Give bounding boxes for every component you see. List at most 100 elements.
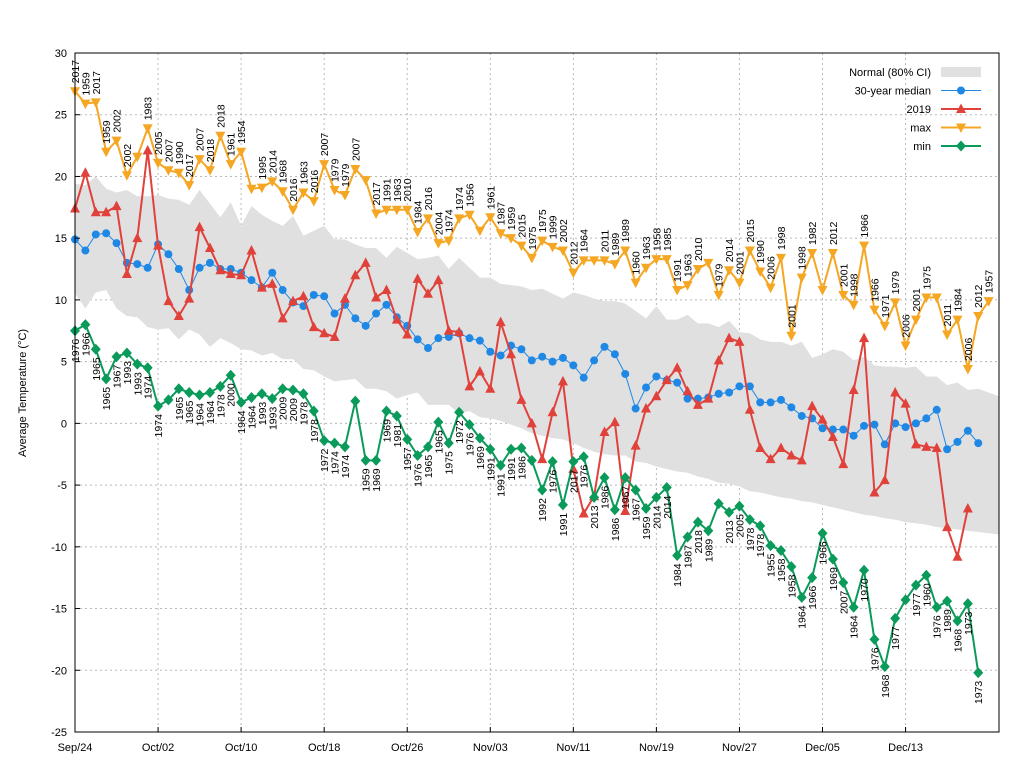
median-point	[839, 425, 848, 434]
min-point	[308, 405, 319, 417]
series-min	[70, 319, 984, 679]
y2019-point	[319, 327, 330, 338]
min-point	[298, 388, 309, 400]
max-year-label: 2015	[745, 219, 757, 243]
median-point	[423, 344, 432, 353]
max-point	[90, 98, 101, 108]
max-point	[910, 315, 921, 326]
max-point	[620, 246, 631, 257]
max-point	[526, 253, 537, 264]
min-year-label: 1959	[641, 516, 653, 540]
min-point	[807, 572, 818, 584]
median-point	[268, 268, 277, 277]
y2019-point	[163, 295, 174, 306]
median-point	[320, 292, 329, 301]
min-point	[724, 506, 735, 518]
y2019-point	[246, 245, 257, 255]
legend: Normal (80% CI) 30-year median 2019 max min	[849, 67, 981, 153]
min-year-label: 1968	[952, 629, 964, 653]
median-point	[195, 263, 204, 272]
y2019-point	[557, 375, 568, 386]
y-axis-label: Average Temperature (°C)	[17, 329, 29, 457]
min-point	[609, 504, 620, 516]
max-point	[225, 160, 236, 170]
y2019-point	[724, 332, 735, 343]
max-point	[869, 305, 880, 316]
min-year-label: 1958	[776, 558, 788, 582]
y2019-point	[90, 206, 101, 217]
y2019-point	[288, 295, 299, 306]
max-point	[713, 290, 724, 301]
max-year-label: 2017	[70, 60, 82, 84]
min-year-label: 1986	[610, 518, 622, 542]
y2019-point	[910, 438, 921, 449]
max-year-label: 1998	[797, 246, 809, 270]
max-point	[547, 242, 558, 253]
max-point	[485, 213, 496, 223]
y2019-point	[879, 474, 890, 485]
min-point	[672, 549, 683, 561]
y2019-point	[443, 325, 454, 335]
min-year-label: 1978	[745, 527, 757, 551]
y-tick-label: 25	[55, 110, 67, 122]
y2019-point	[464, 380, 475, 391]
y2019-point	[194, 221, 205, 232]
y2019-point	[807, 400, 818, 411]
max-point	[599, 256, 610, 266]
y2019-point	[682, 385, 693, 396]
median-point	[600, 342, 609, 351]
max-year-label: 2006	[766, 256, 778, 280]
min-point	[360, 454, 371, 466]
max-point	[962, 365, 973, 375]
median-point	[133, 260, 142, 269]
min-point	[236, 396, 247, 408]
min-point	[350, 395, 361, 407]
min-year-label: 1964	[236, 410, 248, 434]
min-point	[641, 503, 652, 515]
min-year-label: 1991	[506, 457, 518, 481]
y2019-point	[859, 332, 870, 343]
max-year-label: 1959	[101, 120, 113, 144]
min-point	[526, 454, 537, 466]
min-point	[184, 387, 195, 398]
max-point	[973, 311, 984, 322]
median-point	[538, 352, 547, 361]
median-point	[143, 263, 152, 272]
median-point	[382, 300, 391, 309]
min-point	[921, 569, 932, 581]
y2019-point	[599, 426, 610, 437]
max-year-label: 2016	[288, 178, 300, 202]
point-labels: 2017195920171959200220021983200520071990…	[70, 0, 1024, 704]
legend-marker-min	[956, 140, 966, 152]
max-point	[630, 278, 641, 289]
max-year-label: 2018	[215, 104, 227, 128]
max-year-label: 1963	[392, 178, 404, 202]
min-point	[744, 514, 755, 526]
min-point	[890, 612, 901, 624]
median-point	[81, 246, 90, 255]
y2019-point	[402, 328, 413, 339]
median-point	[860, 421, 869, 430]
median-point	[278, 286, 287, 295]
min-point	[153, 400, 164, 412]
min-year-label: 1978	[309, 419, 321, 443]
x-tick-label: Oct/02	[142, 742, 174, 754]
min-point	[755, 520, 766, 532]
max-point	[900, 341, 911, 352]
max-year-label: 1991	[381, 178, 393, 202]
max-point	[848, 300, 859, 311]
max-point	[163, 166, 174, 176]
min-point	[204, 387, 215, 398]
max-point	[516, 241, 527, 252]
y2019-point	[827, 431, 838, 441]
min-year-label: 2013	[589, 505, 601, 529]
min-year-label: 1986	[516, 456, 528, 480]
min-year-label: 1964	[205, 400, 217, 424]
max-point	[277, 187, 288, 197]
max-point	[692, 265, 703, 275]
min-year-label: 2005	[734, 514, 746, 538]
max-point	[879, 321, 890, 332]
min-point	[163, 394, 174, 406]
x-tick-label: Sep/24	[58, 742, 93, 754]
max-year-label: 2001	[786, 304, 798, 328]
